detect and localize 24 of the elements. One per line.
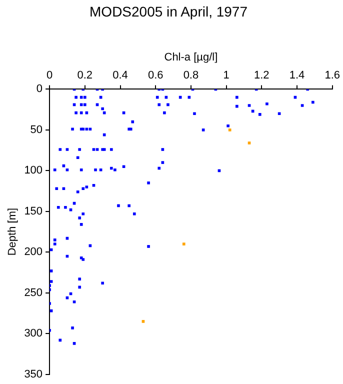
y-tick-label: 0 [36, 83, 43, 96]
y-tick-label: 200 [24, 246, 43, 258]
y-tick-label: 50 [30, 124, 43, 136]
x-tick-label: 1 [223, 70, 230, 82]
y-tick-label: 300 [24, 328, 43, 340]
point [182, 242, 186, 246]
x-tick-label: 0.8 [183, 70, 199, 82]
y-tick-label: 150 [24, 205, 43, 218]
y-tick-label: 100 [24, 164, 43, 177]
x-tick-label: 0 [46, 70, 53, 82]
x-tick-label: 0.6 [148, 70, 164, 82]
y-tick-label: 350 [24, 368, 43, 380]
x-tick-label: 1.2 [254, 70, 270, 82]
x-axis-title: Chl-a [µg/l] [164, 51, 218, 64]
y-tick-label: 250 [24, 286, 43, 299]
x-tick-label: 0.4 [112, 70, 128, 82]
y-axis-title: Depth [m] [6, 208, 19, 256]
point [228, 128, 232, 132]
x-tick-label: 1.4 [289, 70, 305, 82]
x-tick-label: 1.6 [324, 70, 340, 82]
point [248, 142, 251, 144]
point [142, 320, 145, 323]
x-tick-label: 0.2 [77, 70, 93, 82]
chart-title: MODS2005 in April, 1977 [90, 3, 248, 20]
